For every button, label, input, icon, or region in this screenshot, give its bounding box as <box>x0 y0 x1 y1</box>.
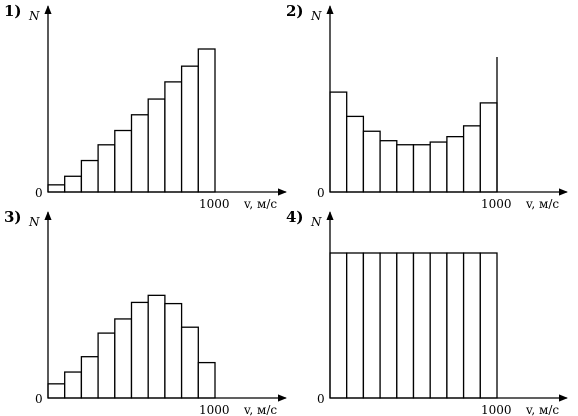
origin-label: 0 <box>35 186 43 200</box>
histogram-bar <box>346 252 365 399</box>
histogram-bar <box>429 252 448 399</box>
histogram-bar <box>164 302 183 399</box>
histogram-bar <box>47 184 66 193</box>
panel-number: 2) <box>286 2 304 20</box>
origin-label: 0 <box>317 392 325 406</box>
histogram-bar <box>396 252 415 399</box>
histogram-bar <box>412 144 431 193</box>
histogram-bar <box>462 252 481 399</box>
histogram-bar <box>479 252 498 399</box>
x-axis-label: v, м/с <box>525 197 559 211</box>
histogram-bar <box>379 140 398 193</box>
histogram-bar <box>197 361 216 399</box>
y-axis-label: N <box>28 215 40 229</box>
histogram-bar <box>80 356 99 399</box>
histogram-bar <box>329 91 348 193</box>
x-axis-label: v, м/с <box>243 403 277 416</box>
histogram-bar <box>346 115 365 193</box>
panel-number: 3) <box>4 208 22 226</box>
histogram-bar <box>412 252 431 399</box>
histogram-bar <box>362 130 381 193</box>
histogram-bar <box>462 125 481 193</box>
x-tick-label: 1000 <box>199 403 230 416</box>
histogram-bar <box>147 98 166 193</box>
x-tick-label: 1000 <box>481 403 512 416</box>
histogram-bar <box>147 294 166 399</box>
x-axis-label: v, м/с <box>243 197 277 211</box>
x-axis-label: v, м/с <box>525 403 559 416</box>
histogram-panel-3: 3) N 0 1000 v, м/с <box>4 208 287 416</box>
panel-number: 4) <box>286 208 304 226</box>
histogram-bar <box>329 252 348 399</box>
histogram-panel-4: 4) N 0 1000 v, м/с <box>286 208 568 416</box>
histogram-bar <box>164 81 183 193</box>
histogram-bar <box>114 318 133 399</box>
y-axis-label: N <box>28 9 40 23</box>
histogram-bar <box>64 175 83 193</box>
origin-label: 0 <box>317 186 325 200</box>
histogram-bar <box>130 301 149 399</box>
histogram-bar <box>64 371 83 399</box>
panel-number: 1) <box>4 2 22 20</box>
y-axis-label: N <box>310 215 322 229</box>
histogram-bar <box>180 65 199 193</box>
y-axis-label: N <box>310 9 322 23</box>
histogram-bar <box>80 159 99 193</box>
histogram-bar <box>362 252 381 399</box>
histogram-bar <box>379 252 398 399</box>
histogram-bar <box>396 144 415 193</box>
histogram-bar <box>114 129 133 193</box>
histogram-bar <box>180 326 199 399</box>
histogram-bar <box>130 114 149 193</box>
histogram-bar <box>446 252 465 399</box>
x-tick-label: 1000 <box>481 197 512 211</box>
histogram-bar <box>97 332 116 399</box>
histogram-bar <box>47 383 66 399</box>
histogram-bar <box>197 48 216 193</box>
histogram-panel-2: 2) N 0 1000 v, м/с <box>286 2 568 211</box>
histogram-bar <box>479 102 498 193</box>
histogram-bar <box>429 141 448 193</box>
x-tick-label: 1000 <box>199 197 230 211</box>
histogram-panel-1: 1) N 0 1000 v, м/с <box>4 2 287 211</box>
histogram-bar <box>97 144 116 193</box>
histogram-bar <box>446 135 465 193</box>
origin-label: 0 <box>35 392 43 406</box>
